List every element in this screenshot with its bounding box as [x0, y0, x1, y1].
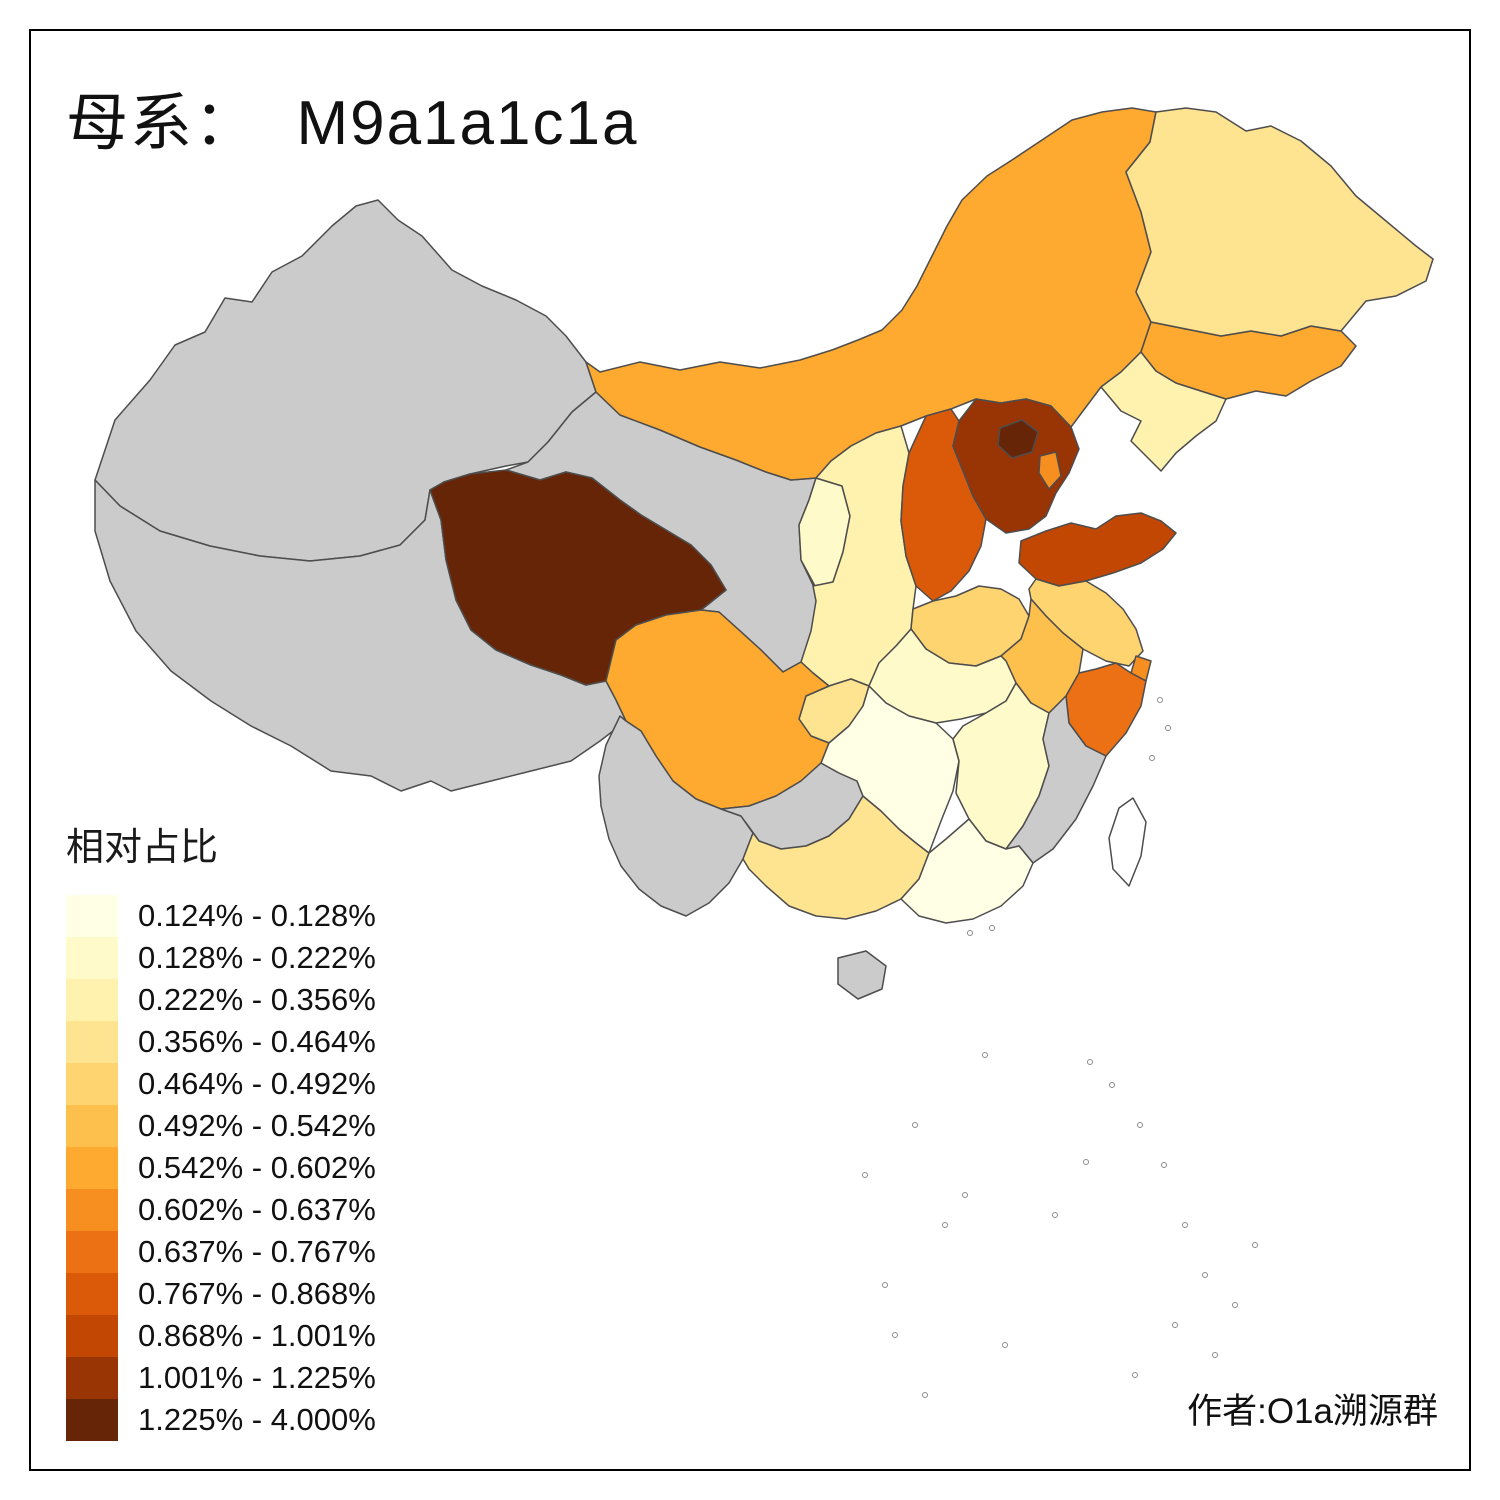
legend-swatch [66, 1315, 118, 1357]
islet [892, 1332, 898, 1338]
legend-swatch [66, 1357, 118, 1399]
islet [962, 1192, 968, 1198]
islet [1157, 697, 1163, 703]
legend-row: 0.128% - 0.222% [66, 937, 376, 979]
legend-row: 0.868% - 1.001% [66, 1315, 376, 1357]
province-hunan [820, 685, 960, 854]
islet [1161, 1162, 1167, 1168]
islet [967, 930, 973, 936]
legend-bin-label: 0.637% - 0.767% [138, 1234, 376, 1269]
legend-bin-label: 0.868% - 1.001% [138, 1318, 376, 1353]
islet [1202, 1272, 1208, 1278]
legend: 相对占比 0.124% - 0.128% 0.128% - 0.222% 0.222… [66, 816, 376, 1441]
legend-swatch [66, 1147, 118, 1189]
author-credit: 作者:O1a溯源群 [1187, 1392, 1438, 1431]
legend-row: 0.492% - 0.542% [66, 1105, 376, 1147]
legend-swatch [66, 1273, 118, 1315]
islet [982, 1052, 988, 1058]
legend-bin-label: 0.767% - 0.868% [138, 1276, 376, 1311]
province-layer [94, 107, 1434, 1000]
legend-bin-label: 0.602% - 0.637% [138, 1192, 376, 1227]
province-guangdong [900, 818, 1034, 924]
islet [862, 1172, 868, 1178]
legend-bin-label: 0.542% - 0.602% [138, 1150, 376, 1185]
legend-swatch [66, 1189, 118, 1231]
legend-bin-label: 0.356% - 0.464% [138, 1024, 376, 1059]
legend-swatch [66, 1231, 118, 1273]
page-title: 母系： M9a1a1c1a [66, 89, 639, 158]
legend-bin-label: 1.225% - 4.000% [138, 1402, 376, 1437]
legend-bin-label: 0.464% - 0.492% [138, 1066, 376, 1101]
islet [912, 1122, 918, 1128]
province-hainan [837, 950, 887, 1000]
province-beijing [997, 419, 1039, 459]
islet [1182, 1222, 1188, 1228]
legend-title: 相对占比 [66, 827, 219, 869]
legend-bin-label: 1.001% - 1.225% [138, 1360, 376, 1395]
small-islands [862, 697, 1258, 1398]
islet [882, 1282, 888, 1288]
islet [1252, 1242, 1258, 1248]
islet [1109, 1082, 1115, 1088]
islet [1149, 755, 1155, 761]
islet [942, 1222, 948, 1228]
legend-row: 0.356% - 0.464% [66, 1021, 376, 1063]
legend-bin-label: 0.222% - 0.356% [138, 982, 376, 1017]
legend-row: 1.001% - 1.225% [66, 1357, 376, 1399]
legend-swatch [66, 1105, 118, 1147]
province-tianjin [1038, 451, 1062, 490]
legend-swatch [66, 1399, 118, 1441]
province-taiwan [1108, 797, 1147, 887]
islet [1212, 1352, 1218, 1358]
figure-border [29, 29, 1471, 1471]
legend-row: 0.464% - 0.492% [66, 1063, 376, 1105]
legend-bin-label: 0.492% - 0.542% [138, 1108, 376, 1143]
legend-row: 0.602% - 0.637% [66, 1189, 376, 1231]
legend-bin-label: 0.124% - 0.128% [138, 898, 376, 933]
islet [1083, 1159, 1089, 1165]
legend-row: 0.542% - 0.602% [66, 1147, 376, 1189]
province-heilongjiang [1125, 107, 1434, 337]
legend-swatch [66, 979, 118, 1021]
islet [989, 925, 995, 931]
legend-swatch [66, 1063, 118, 1105]
legend-row: 0.767% - 0.868% [66, 1273, 376, 1315]
islet [1087, 1059, 1093, 1065]
province-inner-mongolia [585, 107, 1157, 481]
province-fujian [1005, 695, 1107, 864]
islet [1137, 1122, 1143, 1128]
legend-swatch [66, 895, 118, 937]
legend-bins: 0.124% - 0.128% 0.128% - 0.222% 0.222% - 0… [66, 895, 376, 1441]
islet [1002, 1342, 1008, 1348]
province-hebei [952, 398, 1080, 534]
islet [1132, 1372, 1138, 1378]
legend-row: 0.124% - 0.128% [66, 895, 376, 937]
legend-row: 1.225% - 4.000% [66, 1399, 376, 1441]
province-shandong [1018, 512, 1177, 587]
islet [1052, 1212, 1058, 1218]
islet [1232, 1302, 1238, 1308]
islet [1172, 1322, 1178, 1328]
legend-row: 0.222% - 0.356% [66, 979, 376, 1021]
legend-swatch [66, 1021, 118, 1063]
legend-row: 0.637% - 0.767% [66, 1231, 376, 1273]
legend-bin-label: 0.128% - 0.222% [138, 940, 376, 975]
legend-swatch [66, 937, 118, 979]
islet [922, 1392, 928, 1398]
islet [1165, 725, 1171, 731]
